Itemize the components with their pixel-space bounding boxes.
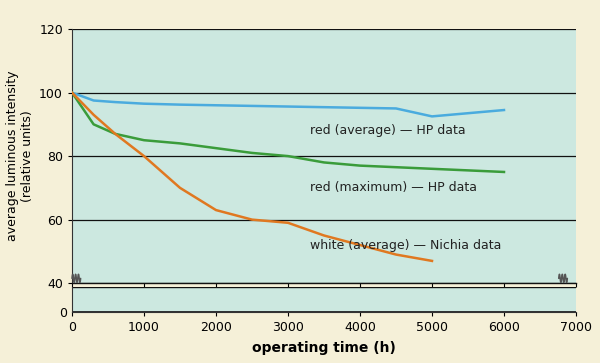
Text: white (average) — Nichia data: white (average) — Nichia data (310, 238, 501, 252)
X-axis label: operating time (h): operating time (h) (252, 341, 396, 355)
Text: red (average) — HP data: red (average) — HP data (310, 124, 465, 137)
Y-axis label: average luminous intensity
(relative units): average luminous intensity (relative uni… (5, 71, 34, 241)
Text: red (maximum) — HP data: red (maximum) — HP data (310, 182, 476, 194)
